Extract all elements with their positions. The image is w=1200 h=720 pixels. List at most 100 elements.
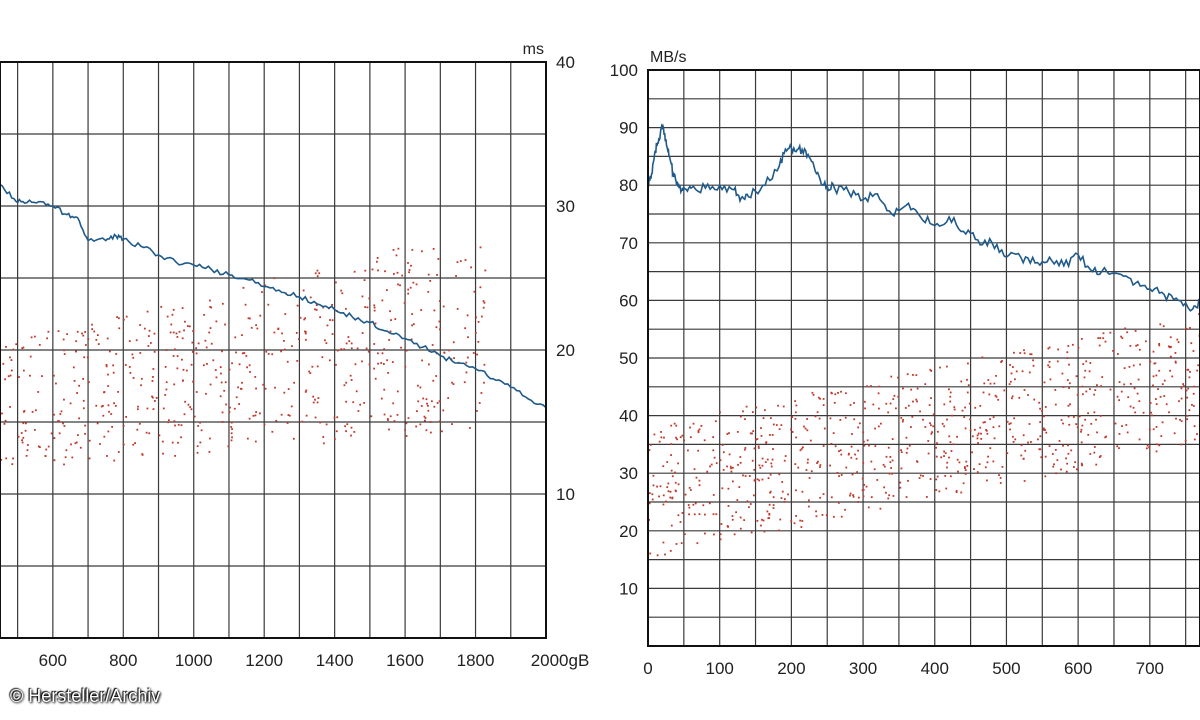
scatter-point <box>697 429 700 432</box>
scatter-point <box>1089 453 1092 455</box>
scatter-point <box>807 458 809 461</box>
scatter-point <box>463 381 466 384</box>
scatter-point <box>125 416 128 418</box>
scatter-point <box>818 417 821 420</box>
scatter-point <box>396 413 399 416</box>
scatter-point <box>432 248 435 250</box>
scatter-point <box>778 473 781 476</box>
scatter-point <box>799 519 802 522</box>
scatter-point <box>1134 330 1137 332</box>
scatter-point <box>75 441 78 444</box>
scatter-point <box>1168 411 1170 414</box>
scatter-point <box>1186 418 1189 421</box>
scatter-point <box>666 461 669 463</box>
scatter-point <box>71 456 74 459</box>
scatter-point <box>88 439 91 442</box>
scatter-point <box>670 524 673 527</box>
scatter-point <box>212 359 215 362</box>
scatter-point <box>219 366 222 369</box>
scatter-point <box>1099 455 1102 457</box>
scatter-point <box>669 490 672 493</box>
scatter-point <box>731 518 734 521</box>
scatter-point <box>419 423 422 426</box>
scatter-point <box>1171 375 1174 378</box>
scatter-point <box>447 397 450 399</box>
scatter-point <box>910 426 912 428</box>
y-tick-label: 40 <box>556 53 575 72</box>
scatter-point <box>252 414 255 417</box>
scatter-point <box>183 413 186 416</box>
scatter-point <box>256 327 259 330</box>
scatter-point <box>64 456 67 459</box>
scatter-point <box>350 342 353 345</box>
scatter-point <box>174 348 176 351</box>
scatter-point <box>1093 446 1096 448</box>
scatter-point <box>833 401 836 404</box>
scatter-point <box>417 384 419 387</box>
scatter-point <box>9 406 11 408</box>
scatter-point <box>953 406 956 409</box>
scatter-point <box>1155 398 1157 400</box>
scatter-point <box>944 452 947 455</box>
scatter-point <box>151 396 154 399</box>
scatter-point <box>44 455 47 458</box>
scatter-point <box>81 332 83 335</box>
scatter-point <box>172 331 175 334</box>
scatter-point <box>756 438 759 440</box>
scatter-point <box>819 397 821 400</box>
scatter-point <box>801 446 804 449</box>
scatter-point <box>993 437 996 440</box>
scatter-point <box>823 427 826 430</box>
scatter-point <box>341 292 344 295</box>
scatter-point <box>1138 400 1141 403</box>
scatter-point <box>1045 431 1048 434</box>
scatter-point <box>416 410 418 413</box>
scatter-point <box>958 461 961 464</box>
scatter-point <box>1020 444 1023 447</box>
scatter-point <box>438 420 441 423</box>
scatter-point <box>24 422 27 425</box>
scatter-point <box>464 327 467 330</box>
series-line <box>647 123 1200 312</box>
scatter-point <box>670 454 673 456</box>
scatter-point <box>1187 387 1190 390</box>
scatter-point <box>174 455 176 457</box>
scatter-point <box>697 431 700 434</box>
scatter-point <box>113 459 116 462</box>
scatter-point <box>314 416 317 419</box>
scatter-point <box>838 475 840 477</box>
scatter-point <box>91 323 93 326</box>
scatter-point <box>72 366 75 369</box>
scatter-point <box>224 323 226 326</box>
scatter-point <box>275 419 278 422</box>
scatter-point <box>949 395 952 398</box>
scatter-point <box>132 356 135 359</box>
scatter-point <box>117 317 120 320</box>
x-tick-label: 100 <box>706 659 734 678</box>
scatter-point <box>115 353 118 355</box>
scatter-point <box>1093 393 1096 396</box>
scatter-point <box>345 400 348 403</box>
scatter-point <box>1081 424 1084 427</box>
scatter-point <box>1094 389 1097 392</box>
scatter-point <box>1193 425 1196 428</box>
scatter-point <box>34 409 37 412</box>
scatter-point <box>738 486 741 488</box>
scatter-point <box>190 408 193 411</box>
scatter-point <box>870 496 873 499</box>
scatter-point <box>316 401 319 404</box>
scatter-point <box>853 402 855 404</box>
scatter-point <box>228 368 231 371</box>
scatter-point <box>137 405 139 408</box>
scatter-point <box>99 443 101 445</box>
scatter-point <box>383 388 386 391</box>
scatter-point <box>1155 450 1158 453</box>
scatter-point <box>264 387 267 390</box>
scatter-point <box>1021 370 1024 373</box>
scatter-point <box>165 388 168 391</box>
scatter-point <box>660 436 663 439</box>
scatter-point <box>969 429 972 432</box>
scatter-point <box>284 348 286 351</box>
scatter-point <box>202 364 205 367</box>
scatter-point <box>1075 375 1078 378</box>
